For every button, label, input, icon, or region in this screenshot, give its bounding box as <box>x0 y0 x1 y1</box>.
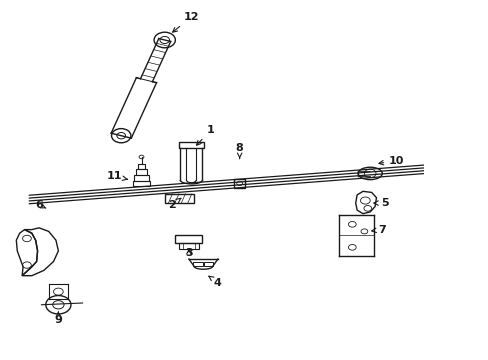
Bar <box>133 181 150 186</box>
Bar <box>193 262 203 266</box>
Text: 4: 4 <box>208 276 222 288</box>
Text: 8: 8 <box>235 143 243 159</box>
Bar <box>136 169 147 175</box>
Bar <box>179 243 198 249</box>
Text: 1: 1 <box>196 125 214 145</box>
Text: 9: 9 <box>54 312 62 325</box>
Bar <box>179 142 203 148</box>
Text: 12: 12 <box>172 12 199 32</box>
Bar <box>175 235 202 243</box>
Text: 11: 11 <box>106 171 127 181</box>
Text: 5: 5 <box>373 198 388 208</box>
Bar <box>134 175 149 181</box>
Bar <box>203 262 213 266</box>
Bar <box>138 164 145 169</box>
Text: 7: 7 <box>371 225 386 235</box>
Text: 3: 3 <box>185 248 192 258</box>
Bar <box>233 179 245 188</box>
Bar <box>164 194 193 203</box>
Text: 10: 10 <box>378 156 404 166</box>
Text: 2: 2 <box>168 198 181 210</box>
Text: 6: 6 <box>35 200 46 210</box>
